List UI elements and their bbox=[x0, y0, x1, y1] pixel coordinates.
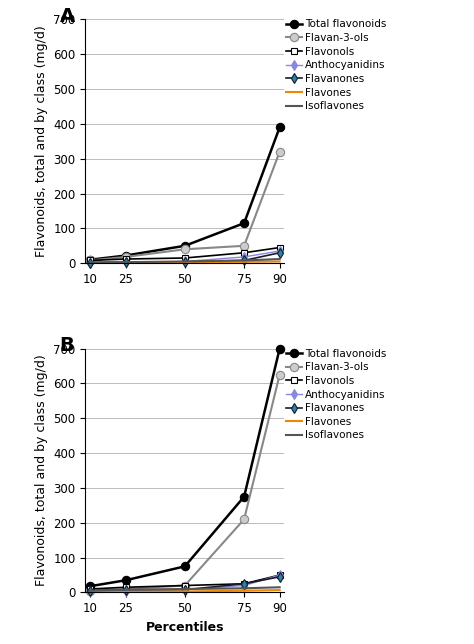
Anthocyanidins bbox=[182, 258, 188, 265]
Flavones bbox=[241, 258, 247, 266]
Anthocyanidins bbox=[182, 586, 188, 594]
Flavan-3-ols bbox=[241, 242, 247, 250]
Flavanones bbox=[182, 586, 188, 594]
Total flavonoids bbox=[277, 124, 283, 131]
Flavanones bbox=[241, 256, 247, 264]
Line: Total flavonoids: Total flavonoids bbox=[86, 345, 284, 591]
Flavan-3-ols bbox=[277, 371, 283, 379]
Total flavonoids bbox=[182, 242, 188, 250]
Flavan-3-ols bbox=[277, 148, 283, 156]
Anthocyanidins bbox=[123, 258, 128, 266]
Flavan-3-ols bbox=[87, 587, 93, 594]
Flavones bbox=[87, 588, 93, 596]
Line: Isoflavones: Isoflavones bbox=[90, 587, 280, 591]
Legend: Total flavonoids, Flavan-3-ols, Flavonols, Anthocyanidins, Flavanones, Flavones,: Total flavonoids, Flavan-3-ols, Flavonol… bbox=[286, 19, 386, 111]
Total flavonoids bbox=[277, 345, 283, 352]
Flavanones bbox=[87, 259, 93, 267]
Text: A: A bbox=[59, 7, 74, 26]
Y-axis label: Flavonoids, total and by class (mg/d): Flavonoids, total and by class (mg/d) bbox=[35, 355, 48, 587]
Isoflavones bbox=[241, 256, 247, 264]
Flavonols bbox=[87, 256, 93, 264]
Total flavonoids bbox=[241, 220, 247, 227]
Flavones bbox=[277, 258, 283, 265]
Flavan-3-ols bbox=[241, 515, 247, 523]
Flavones bbox=[241, 587, 247, 594]
Line: Anthocyanidins: Anthocyanidins bbox=[87, 572, 283, 595]
Flavones bbox=[123, 588, 128, 596]
X-axis label: Percentiles: Percentiles bbox=[146, 621, 224, 634]
Line: Flavones: Flavones bbox=[90, 261, 280, 263]
Flavanones bbox=[123, 258, 128, 266]
Flavones bbox=[277, 586, 283, 594]
Anthocyanidins bbox=[277, 571, 283, 579]
Total flavonoids bbox=[123, 576, 128, 584]
Anthocyanidins bbox=[87, 587, 93, 595]
Flavonols bbox=[87, 585, 93, 593]
Anthocyanidins bbox=[87, 259, 93, 267]
Total flavonoids bbox=[241, 493, 247, 500]
Anthocyanidins bbox=[241, 253, 247, 261]
Flavan-3-ols bbox=[87, 256, 93, 264]
Anthocyanidins bbox=[277, 247, 283, 255]
Anthocyanidins bbox=[123, 587, 128, 594]
Isoflavones bbox=[277, 255, 283, 263]
Isoflavones bbox=[182, 585, 188, 593]
Line: Flavanones: Flavanones bbox=[87, 249, 283, 266]
Isoflavones bbox=[87, 587, 93, 594]
Flavones bbox=[123, 259, 128, 267]
Flavan-3-ols bbox=[123, 253, 128, 261]
Y-axis label: Flavonoids, total and by class (mg/d): Flavonoids, total and by class (mg/d) bbox=[35, 25, 48, 257]
Text: B: B bbox=[59, 336, 74, 355]
Flavonols bbox=[277, 243, 283, 251]
Line: Flavan-3-ols: Flavan-3-ols bbox=[86, 370, 284, 595]
Flavanones bbox=[277, 249, 283, 256]
Flavan-3-ols bbox=[182, 245, 188, 253]
Flavones bbox=[87, 259, 93, 267]
Flavonols bbox=[123, 583, 128, 591]
Isoflavones bbox=[182, 258, 188, 265]
Flavonols bbox=[123, 255, 128, 263]
Isoflavones bbox=[277, 583, 283, 591]
Flavones bbox=[182, 258, 188, 266]
Flavanones bbox=[123, 586, 128, 594]
Flavonols bbox=[241, 249, 247, 256]
Line: Anthocyanidins: Anthocyanidins bbox=[87, 247, 283, 266]
Total flavonoids bbox=[182, 562, 188, 570]
Anthocyanidins bbox=[241, 582, 247, 589]
Flavonols bbox=[241, 580, 247, 587]
Line: Flavonols: Flavonols bbox=[87, 244, 283, 264]
Flavonols bbox=[182, 582, 188, 589]
Flavan-3-ols bbox=[123, 585, 128, 593]
Flavones bbox=[182, 587, 188, 595]
Isoflavones bbox=[87, 259, 93, 267]
Total flavonoids bbox=[87, 582, 93, 590]
Legend: Total flavonoids, Flavan-3-ols, Flavonols, Anthocyanidins, Flavanones, Flavones,: Total flavonoids, Flavan-3-ols, Flavonol… bbox=[286, 348, 386, 440]
Flavanones bbox=[87, 587, 93, 594]
Line: Flavonols: Flavonols bbox=[87, 572, 283, 592]
Isoflavones bbox=[123, 586, 128, 594]
Line: Flavanones: Flavanones bbox=[87, 573, 283, 594]
Flavanones bbox=[277, 573, 283, 581]
Line: Total flavonoids: Total flavonoids bbox=[86, 123, 284, 264]
Line: Flavones: Flavones bbox=[90, 590, 280, 592]
Flavanones bbox=[182, 258, 188, 266]
Line: Flavan-3-ols: Flavan-3-ols bbox=[86, 147, 284, 265]
Total flavonoids bbox=[123, 252, 128, 260]
Isoflavones bbox=[123, 258, 128, 266]
Total flavonoids bbox=[87, 256, 93, 263]
Flavanones bbox=[241, 580, 247, 587]
Isoflavones bbox=[241, 585, 247, 592]
Flavonols bbox=[277, 571, 283, 579]
Flavan-3-ols bbox=[182, 582, 188, 589]
Flavonols bbox=[182, 254, 188, 262]
Line: Isoflavones: Isoflavones bbox=[90, 259, 280, 263]
